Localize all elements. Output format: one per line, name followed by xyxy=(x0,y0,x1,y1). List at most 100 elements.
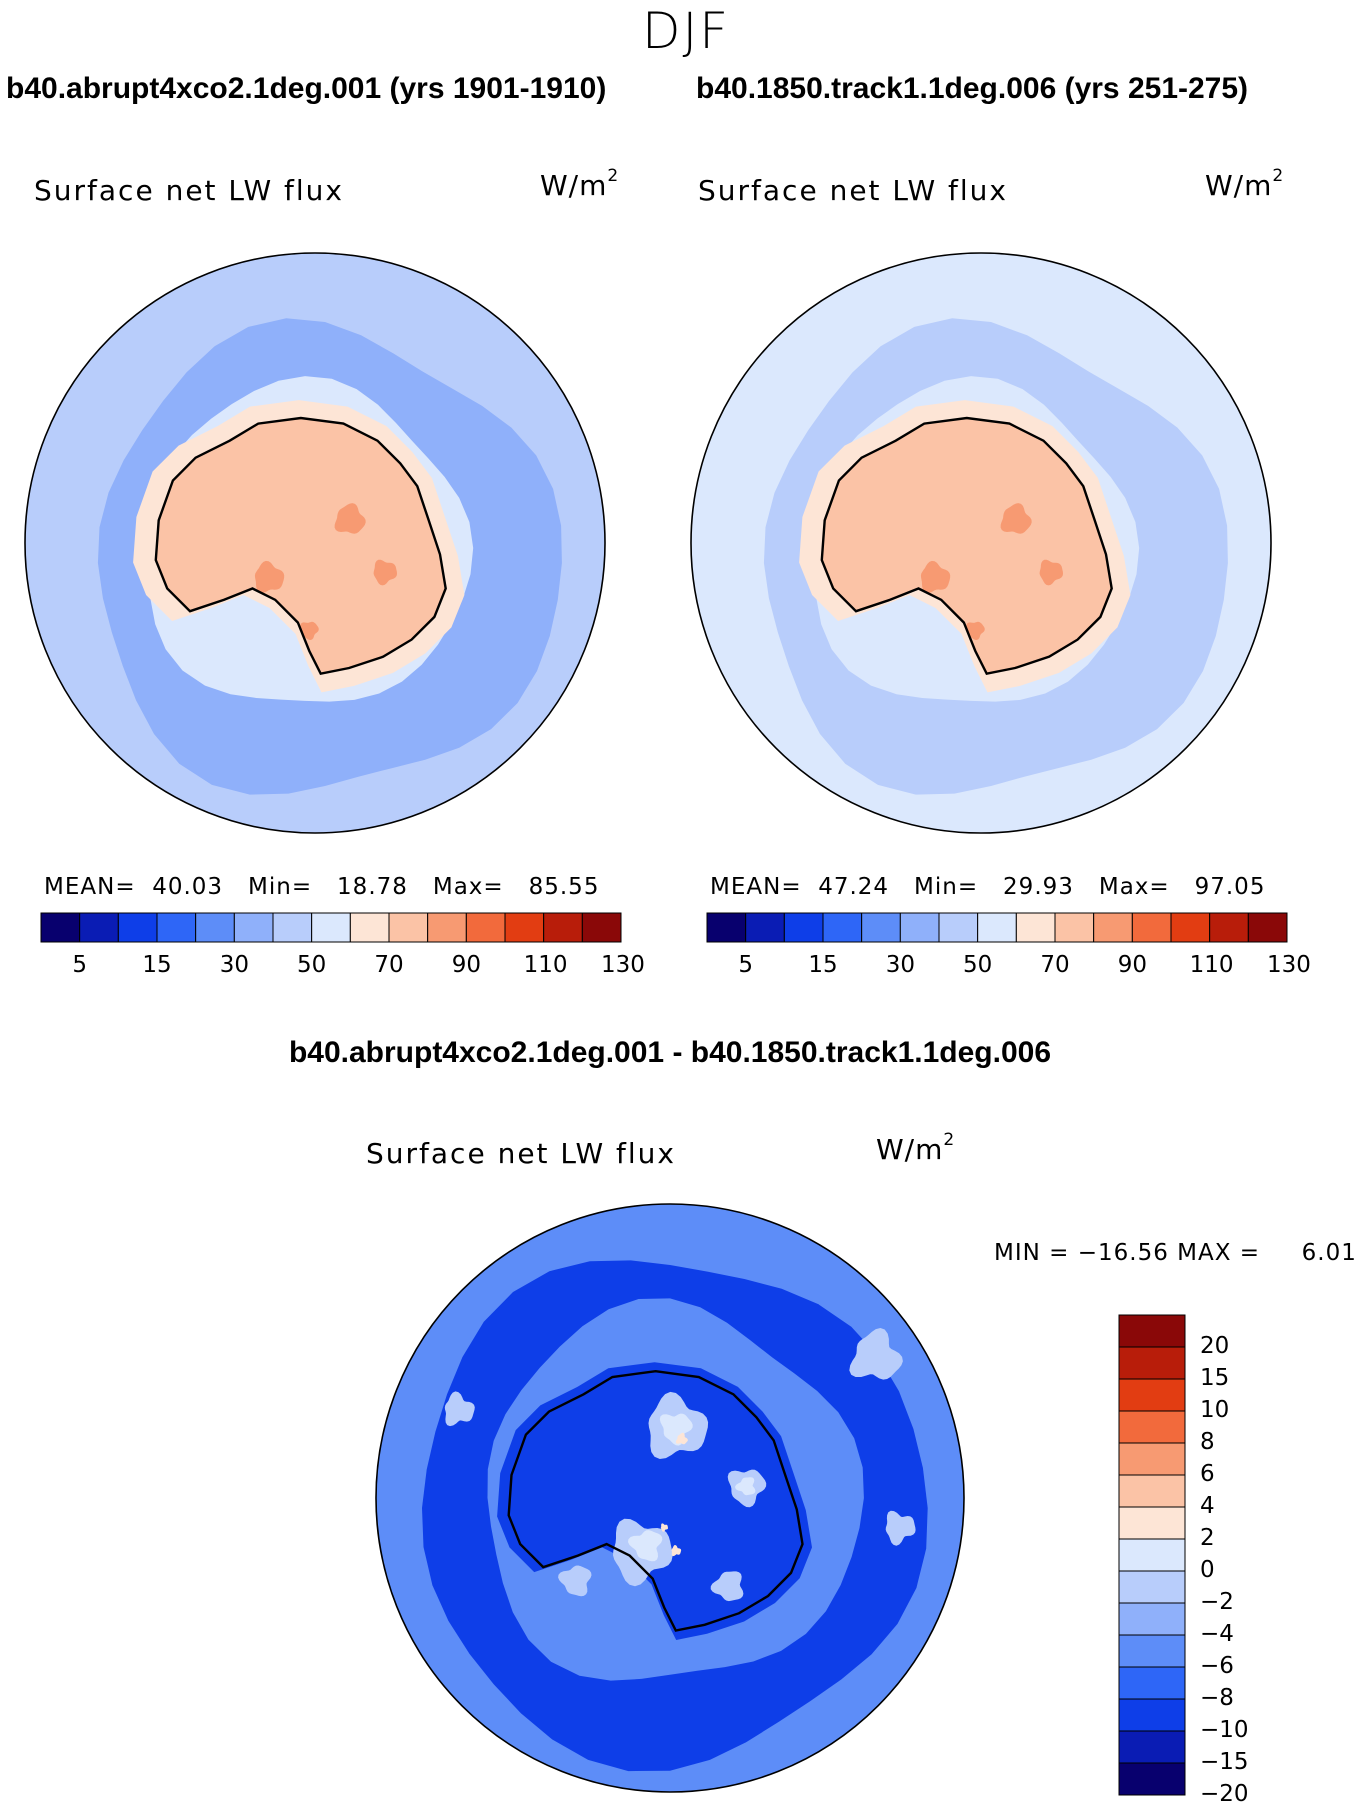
colorbar-box xyxy=(745,912,785,943)
panel1-variable-title: Surface net LW flux xyxy=(34,174,344,207)
diff-warm-spot xyxy=(660,1523,668,1532)
diff-interior-patch xyxy=(659,1413,693,1446)
panel1-mean-label: MEAN= xyxy=(44,874,136,900)
colorbar-box xyxy=(117,912,158,943)
antarctica-coastline xyxy=(507,1369,804,1632)
panel1-mean-value: 40.03 xyxy=(152,874,224,900)
colorbar-box xyxy=(1247,912,1288,943)
colorbar-tick-label: −15 xyxy=(1200,1749,1249,1775)
colorbar-box xyxy=(1170,912,1211,943)
panel2-mean-value: 47.24 xyxy=(818,874,890,900)
continent-interior-field xyxy=(155,418,446,674)
colorbar-box xyxy=(1118,1666,1186,1700)
continent-interior-field xyxy=(821,418,1112,674)
antarctica-coastline xyxy=(820,416,1113,676)
diff-light-patch xyxy=(710,1571,744,1602)
colorbar-box xyxy=(1118,1314,1186,1348)
colorbar-box xyxy=(1054,912,1095,943)
colorbar-box xyxy=(1118,1474,1186,1508)
diff-edge-patch xyxy=(444,1391,475,1427)
colorbar-box xyxy=(1118,1602,1186,1636)
colorbar-tick-label: 50 xyxy=(297,952,327,978)
diff-edge-patch xyxy=(849,1328,903,1380)
panel2-colorbar-ticks: 5 15 30 50 70 90 110 130 xyxy=(706,952,1311,982)
panel1-min-value: 18.78 xyxy=(337,874,408,900)
colorbar-box xyxy=(899,912,940,943)
colorbar-tick-label: 4 xyxy=(1200,1493,1215,1519)
diff-polar-map xyxy=(375,1203,965,1793)
warm-spot xyxy=(373,559,397,586)
colorbar-box xyxy=(465,912,506,943)
colorbar-box xyxy=(272,912,313,943)
colorbar-box xyxy=(938,912,979,943)
colorbar-tick-label: −20 xyxy=(1200,1781,1249,1807)
warm-spot xyxy=(966,621,985,640)
colorbar-box xyxy=(1118,1538,1186,1572)
panel1-polar-map xyxy=(24,252,606,834)
diff-light-patch xyxy=(558,1565,592,1597)
colorbar-tick-label: 130 xyxy=(601,952,645,978)
colorbar-tick-label: 90 xyxy=(451,952,481,978)
panel2-min-value: 29.93 xyxy=(1003,874,1074,900)
panel1-units: W/m2 xyxy=(540,166,620,202)
diff-warm-spot xyxy=(671,1545,682,1557)
colorbar-box xyxy=(1015,912,1056,943)
antarctica-coastline xyxy=(154,416,447,676)
colorbar-box xyxy=(233,912,274,943)
season-title: DJF xyxy=(641,2,730,60)
panel2-units: W/m2 xyxy=(1205,166,1285,202)
diff-interior-patch xyxy=(628,1530,663,1562)
colorbar-box xyxy=(861,912,901,943)
colorbar-tick-label: 5 xyxy=(738,952,753,978)
colorbar-tick-label: 50 xyxy=(963,952,993,978)
colorbar-box xyxy=(1118,1346,1186,1380)
colorbar-box xyxy=(1093,912,1133,943)
colorbar-tick-label: 2 xyxy=(1200,1525,1215,1551)
panel2-max-value: 97.05 xyxy=(1194,874,1266,900)
colorbar-box xyxy=(427,912,467,943)
panel2-map-fill xyxy=(691,253,1271,833)
diff-coastal-field xyxy=(497,1362,812,1640)
diff-units: W/m2 xyxy=(876,1130,956,1166)
diff-colorbar xyxy=(1118,1314,1186,1796)
warm-spot xyxy=(1000,503,1032,534)
colorbar-box xyxy=(581,912,622,943)
diff-edge-patch xyxy=(885,1510,916,1546)
colorbar-tick-label: 5 xyxy=(72,952,87,978)
panel2-stats: MEAN= 47.24 Min= 29.93 Max= 97.05 xyxy=(710,874,1265,900)
colorbar-box xyxy=(1118,1410,1186,1444)
colorbar-tick-label: −4 xyxy=(1200,1621,1234,1647)
warm-spot xyxy=(334,503,366,534)
colorbar-box xyxy=(706,912,747,943)
colorbar-box xyxy=(504,912,545,943)
warm-spot xyxy=(1039,559,1063,586)
colorbar-box xyxy=(783,912,824,943)
colorbar-tick-label: 8 xyxy=(1200,1429,1215,1455)
colorbar-tick-label: 20 xyxy=(1200,1333,1230,1359)
colorbar-box xyxy=(349,912,390,943)
colorbar-tick-label: 130 xyxy=(1267,952,1311,978)
map-boundary xyxy=(690,252,1272,834)
warm-spot xyxy=(300,621,319,640)
colorbar-tick-label: 110 xyxy=(523,952,568,978)
colorbar-box xyxy=(977,912,1017,943)
colorbar-tick-label: 10 xyxy=(1200,1397,1230,1423)
warm-spot xyxy=(920,560,951,593)
map-boundary xyxy=(375,1203,965,1793)
colorbar-box xyxy=(1131,912,1172,943)
colorbar-tick-label: 0 xyxy=(1200,1557,1215,1583)
panel1-map-fill xyxy=(25,253,605,833)
diff-map-fill xyxy=(376,1204,964,1792)
diff-variable-title: Surface net LW flux xyxy=(366,1137,676,1170)
panel2-variable-title: Surface net LW flux xyxy=(698,174,1008,207)
colorbar-tick-label: 15 xyxy=(808,952,838,978)
colorbar-box xyxy=(311,912,351,943)
colorbar-tick-label: 30 xyxy=(219,952,249,978)
diff-warm-spot xyxy=(675,1432,688,1445)
diff-run-title: b40.abrupt4xco2.1deg.001 - b40.1850.trac… xyxy=(288,1036,1052,1069)
colorbar-tick-label: 30 xyxy=(885,952,915,978)
colorbar-tick-label: 15 xyxy=(142,952,172,978)
colorbar-box xyxy=(1118,1506,1186,1540)
diff-interior-patch xyxy=(735,1477,756,1496)
colorbar-box xyxy=(1118,1730,1186,1764)
